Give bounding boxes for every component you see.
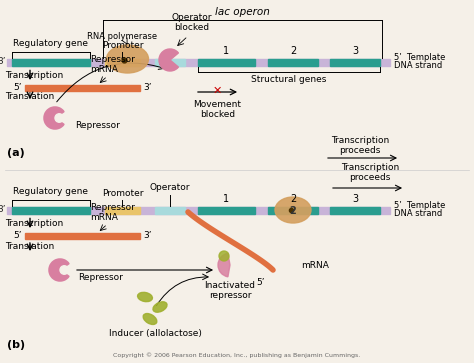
Bar: [105, 58, 140, 65]
Bar: [25, 233, 140, 239]
Text: Copyright © 2006 Pearson Education, Inc., publishing as Benjamin Cummings.: Copyright © 2006 Pearson Education, Inc.…: [113, 352, 361, 358]
Text: 2: 2: [290, 206, 296, 216]
Text: lac operon: lac operon: [215, 7, 270, 17]
Text: Translation: Translation: [5, 242, 54, 251]
Text: 5’: 5’: [13, 232, 22, 241]
Wedge shape: [159, 49, 178, 71]
Text: Inactivated
repressor: Inactivated repressor: [204, 281, 255, 301]
Wedge shape: [49, 259, 69, 281]
Text: 5’: 5’: [256, 278, 265, 287]
Text: 3’: 3’: [143, 232, 152, 241]
Text: RNA polymerase: RNA polymerase: [87, 32, 157, 41]
Text: Structural genes: Structural genes: [251, 76, 327, 85]
Text: 3’: 3’: [0, 205, 6, 215]
Text: 3’: 3’: [143, 83, 152, 93]
Text: Translation: Translation: [5, 92, 54, 101]
Text: Repressor
mRNA: Repressor mRNA: [90, 54, 135, 74]
Ellipse shape: [143, 314, 157, 325]
Text: Transcription
proceeds: Transcription proceeds: [341, 163, 399, 182]
Bar: [198, 207, 255, 213]
Text: Transcription: Transcription: [5, 219, 63, 228]
Text: (b): (b): [7, 340, 25, 350]
Text: 5’  Template: 5’ Template: [394, 53, 446, 62]
Text: DNA strand: DNA strand: [394, 61, 442, 70]
Text: DNA strand: DNA strand: [394, 209, 442, 219]
Text: Promoter: Promoter: [102, 188, 143, 197]
Text: Promoter: Promoter: [102, 41, 143, 49]
Text: Operator
blocked: Operator blocked: [172, 13, 212, 32]
Text: Operator: Operator: [150, 184, 190, 192]
Bar: [330, 58, 380, 65]
Ellipse shape: [137, 292, 153, 302]
Text: 1: 1: [223, 193, 229, 204]
Bar: [155, 207, 185, 213]
Text: Regulatory gene: Regulatory gene: [13, 188, 89, 196]
Circle shape: [60, 266, 69, 274]
Bar: [268, 207, 318, 213]
Bar: [7, 58, 390, 65]
Bar: [268, 58, 318, 65]
Bar: [12, 58, 90, 65]
Wedge shape: [44, 107, 64, 129]
Bar: [7, 207, 390, 213]
Bar: [330, 207, 380, 213]
Text: 5’  Template: 5’ Template: [394, 201, 446, 211]
Text: mRNA: mRNA: [301, 261, 329, 269]
Text: Movement
blocked: Movement blocked: [193, 100, 241, 119]
Ellipse shape: [107, 45, 148, 73]
Bar: [198, 58, 255, 65]
Text: 3: 3: [352, 193, 358, 204]
Circle shape: [55, 114, 64, 122]
Text: Inducer (allolactose): Inducer (allolactose): [109, 329, 201, 338]
Text: Repressor: Repressor: [78, 273, 123, 282]
Bar: [12, 207, 90, 213]
Text: 3’: 3’: [0, 57, 6, 66]
Text: Regulatory gene: Regulatory gene: [13, 40, 89, 49]
Text: 3: 3: [352, 45, 358, 56]
Text: Repressor: Repressor: [75, 122, 120, 131]
Bar: [105, 207, 140, 213]
Text: 1: 1: [223, 45, 229, 56]
Text: Repressor
mRNA: Repressor mRNA: [90, 203, 135, 222]
Text: ✕: ✕: [213, 86, 222, 96]
Text: 5’: 5’: [13, 83, 22, 93]
Text: Transcription
proceeds: Transcription proceeds: [331, 136, 389, 155]
Bar: [25, 85, 140, 91]
Text: Transcription: Transcription: [5, 71, 63, 80]
Wedge shape: [218, 253, 230, 277]
Text: 2: 2: [290, 193, 296, 204]
Text: (a): (a): [7, 148, 25, 158]
Ellipse shape: [275, 197, 311, 223]
Bar: [155, 58, 185, 65]
Circle shape: [219, 251, 229, 261]
Ellipse shape: [153, 302, 167, 312]
Text: 2: 2: [290, 45, 296, 56]
